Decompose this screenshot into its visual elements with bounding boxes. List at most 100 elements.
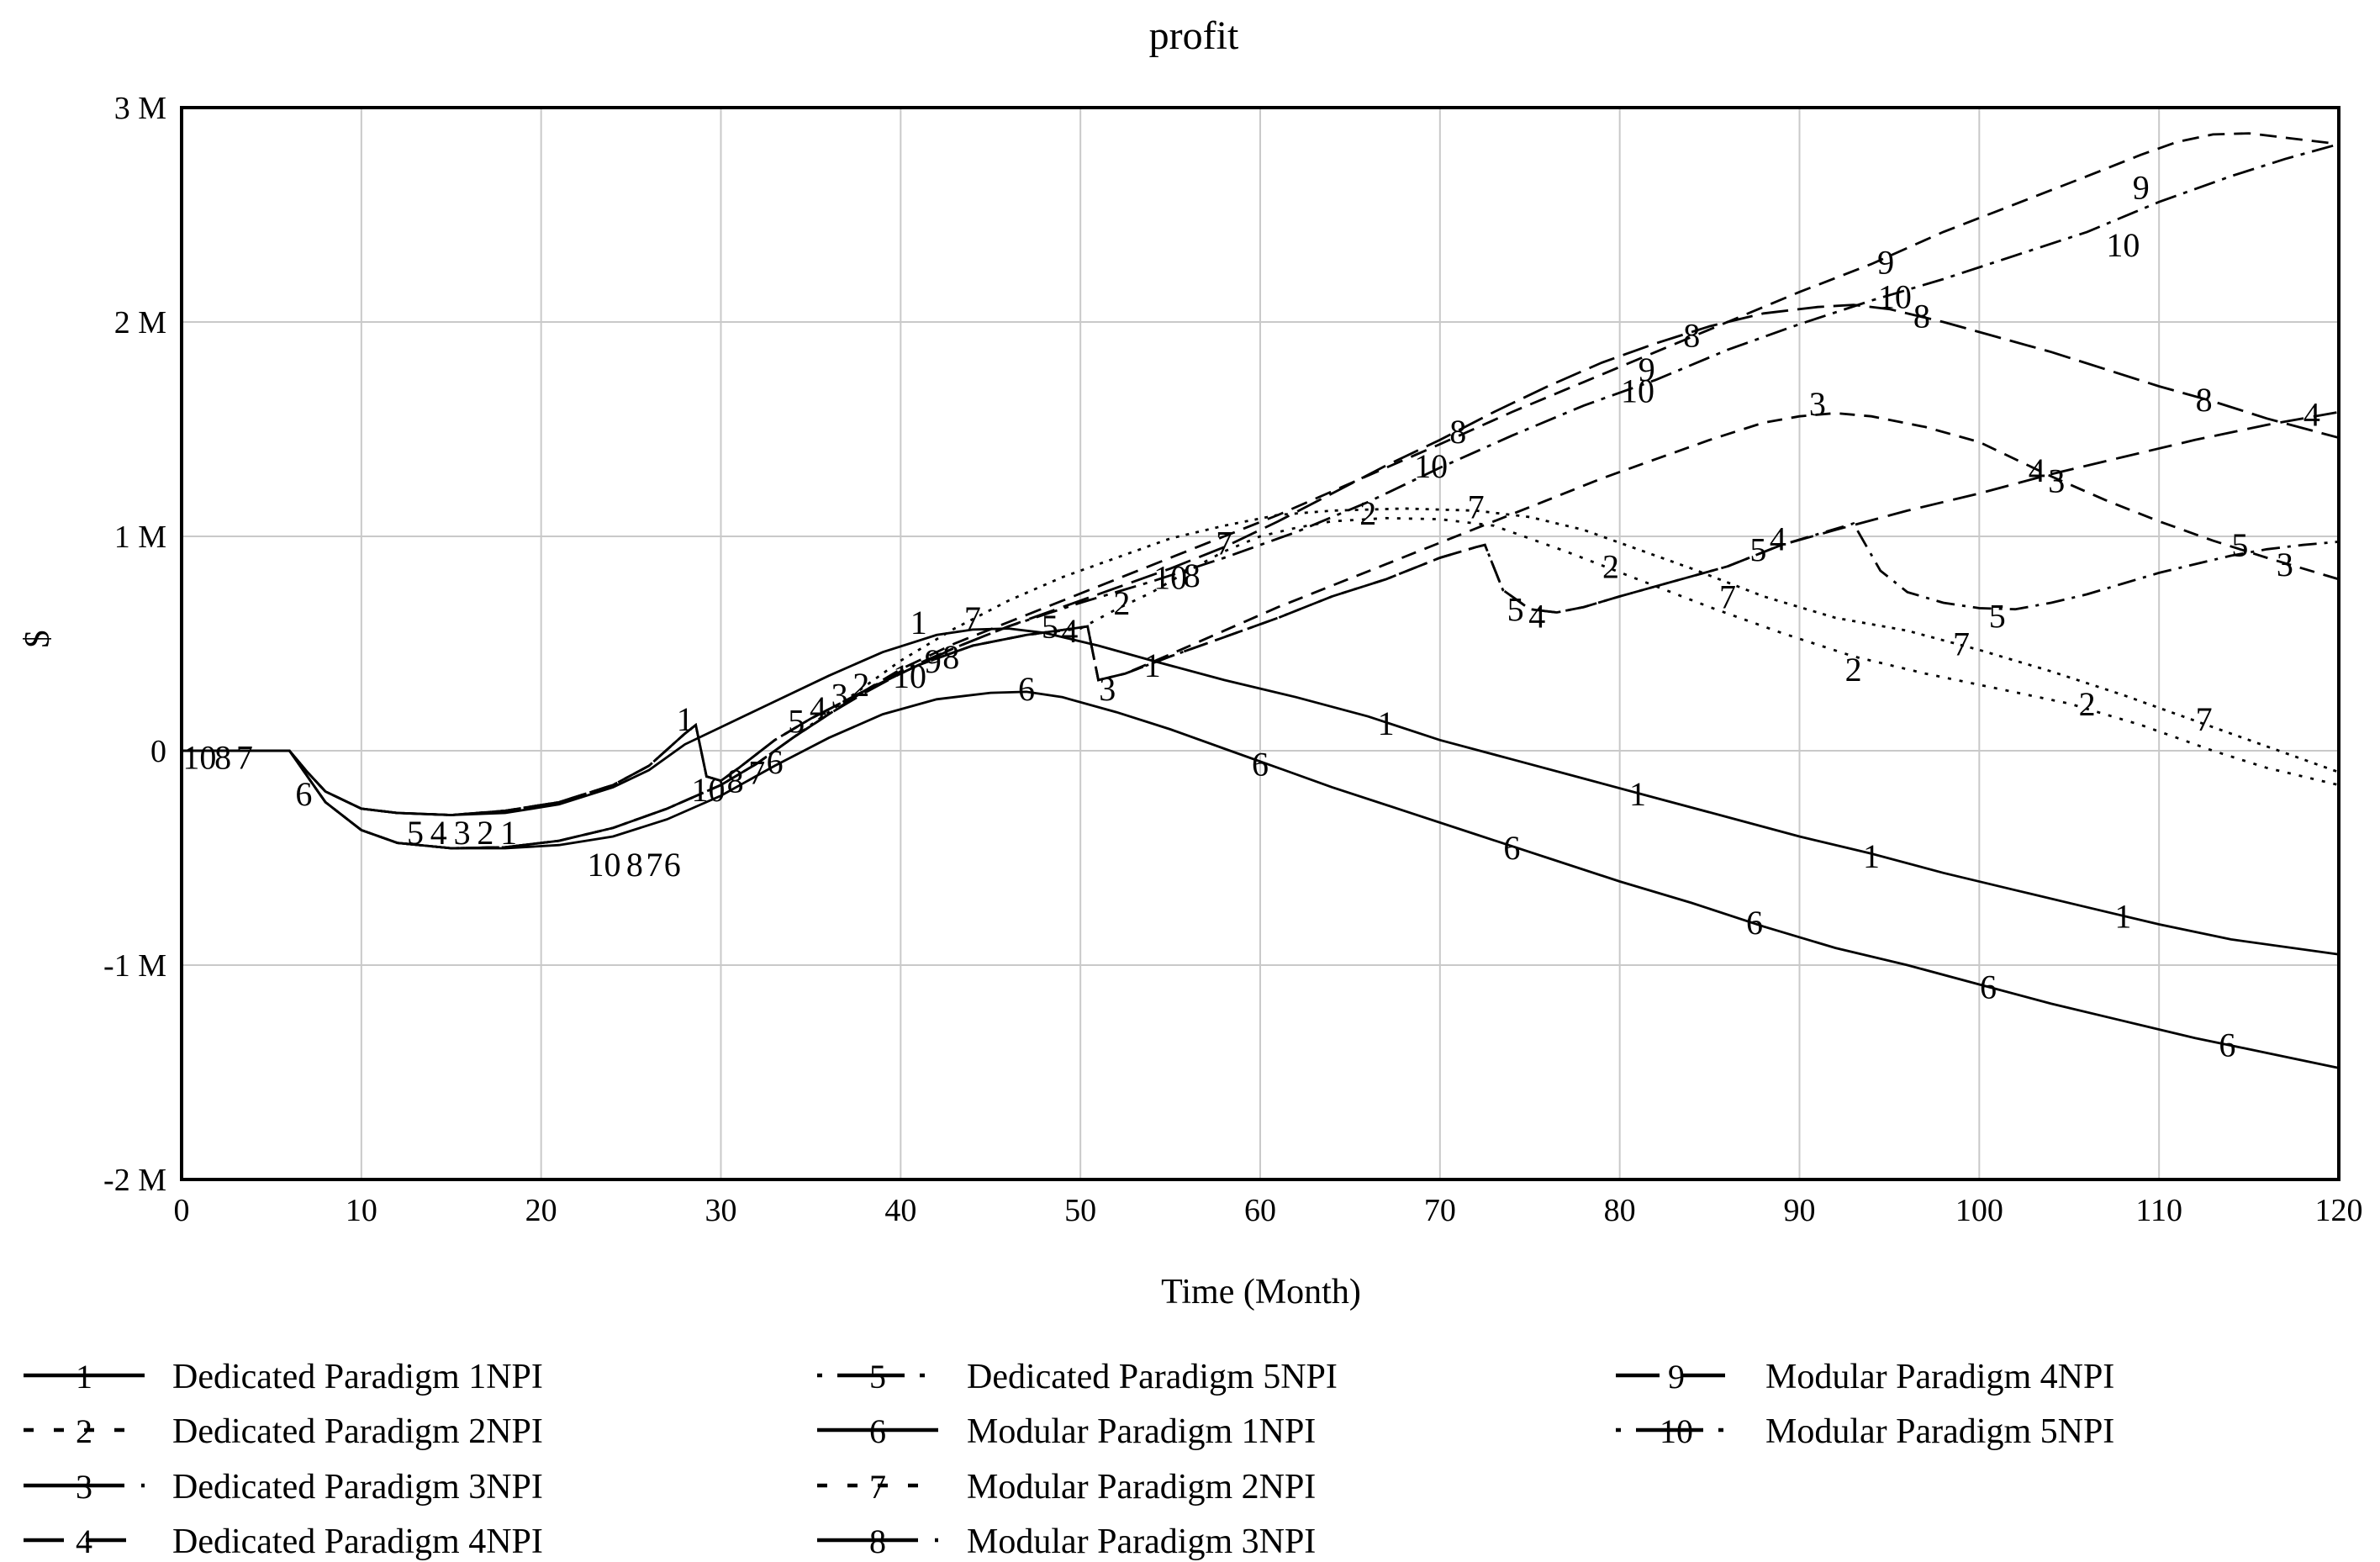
y-tick-3 M: 3 M xyxy=(114,91,166,126)
legend-item-3: 3 Dedicated Paradigm 3NPI xyxy=(24,1468,543,1507)
legend-item-6: 6 Modular Paradigm 1NPI xyxy=(817,1412,1316,1451)
series-label-2: 2 xyxy=(1113,584,1130,622)
legend-number-7: 7 xyxy=(869,1468,886,1506)
series-label-2: 2 xyxy=(2079,685,2096,723)
series-label-10: 10 xyxy=(1621,372,1654,410)
x-tick-0: 0 xyxy=(174,1193,190,1228)
series-label-7: 7 xyxy=(2196,700,2213,738)
series-label-1: 1 xyxy=(677,700,694,738)
series-label-4: 4 xyxy=(2303,396,2320,434)
series-label-1: 1 xyxy=(1863,837,1880,875)
series-label-6: 6 xyxy=(767,743,784,781)
y-tick--1 M: -1 M xyxy=(103,948,166,984)
legend-label-10: Modular Paradigm 5NPI xyxy=(1765,1412,2114,1451)
series-label-10: 10 xyxy=(1414,447,1448,485)
series-label-8: 8 xyxy=(727,763,744,800)
series-label-8: 8 xyxy=(626,846,643,884)
series-label-8: 8 xyxy=(1913,297,1930,335)
series-label-10: 10 xyxy=(1153,558,1187,596)
series-label-4: 4 xyxy=(810,689,826,727)
legend-item-7: 7 Modular Paradigm 2NPI xyxy=(817,1468,1316,1507)
series-label-8: 8 xyxy=(2196,381,2213,419)
series-label-1: 1 xyxy=(1144,646,1161,684)
series-label-3: 3 xyxy=(1099,670,1116,708)
series-label-5: 5 xyxy=(1042,608,1058,646)
gridlines xyxy=(182,108,2339,1179)
series-label-2: 2 xyxy=(1359,494,1376,532)
x-tick-20: 20 xyxy=(525,1193,557,1228)
x-tick-110: 110 xyxy=(2135,1193,2182,1228)
series-label-5: 5 xyxy=(788,702,805,740)
series-label-5: 5 xyxy=(1989,597,2006,635)
series-label-8: 8 xyxy=(942,638,959,676)
chart-title: profit xyxy=(1149,13,1239,58)
series-label-4: 4 xyxy=(430,814,447,852)
series-label-2: 2 xyxy=(1602,548,1619,586)
series-label-6: 6 xyxy=(295,775,312,813)
series-label-7: 7 xyxy=(1468,488,1485,525)
series-label-6: 6 xyxy=(1018,670,1035,708)
series-label-10: 10 xyxy=(692,771,726,809)
series-label-5: 5 xyxy=(2231,526,2248,564)
plot-border xyxy=(180,106,2340,1181)
x-axis-title: Time (Month) xyxy=(1161,1273,1361,1311)
series-label-1: 1 xyxy=(500,814,517,852)
x-tick-90: 90 xyxy=(1784,1193,1816,1228)
series-line-5 xyxy=(182,522,2340,816)
y-tick-0: 0 xyxy=(150,734,166,769)
x-tick-10: 10 xyxy=(346,1193,377,1228)
legend: 1 Dedicated Paradigm 1NPI 2 Dedicated Parad… xyxy=(24,1358,2114,1561)
legend-label-2: Dedicated Paradigm 2NPI xyxy=(172,1412,543,1451)
y-tick-2 M: 2 M xyxy=(114,305,166,340)
series-label-9: 9 xyxy=(1877,244,1894,282)
series-label-6: 6 xyxy=(664,846,681,884)
legend-label-5: Dedicated Paradigm 5NPI xyxy=(967,1358,1338,1396)
x-tick-60: 60 xyxy=(1244,1193,1276,1228)
y-axis-title: $ xyxy=(18,631,57,648)
series-label-7: 7 xyxy=(646,846,662,884)
series-label-8: 8 xyxy=(1683,316,1700,354)
series-label-7: 7 xyxy=(748,754,765,792)
legend-item-5: 5 Dedicated Paradigm 5NPI xyxy=(817,1358,1338,1396)
legend-item-10: 10 Modular Paradigm 5NPI xyxy=(1616,1412,2114,1451)
series-label-6: 6 xyxy=(2219,1026,2235,1063)
series-label-5: 5 xyxy=(407,814,424,852)
legend-label-1: Dedicated Paradigm 1NPI xyxy=(172,1358,543,1396)
series-label-8: 8 xyxy=(1449,413,1466,451)
legend-number-3: 3 xyxy=(76,1468,92,1506)
legend-number-1: 1 xyxy=(76,1358,92,1396)
series-label-4: 4 xyxy=(1770,520,1786,558)
x-tick-100: 100 xyxy=(1955,1193,2003,1228)
series-label-7: 7 xyxy=(964,599,981,637)
series-label-6: 6 xyxy=(1746,904,1763,942)
x-tick-80: 80 xyxy=(1604,1193,1636,1228)
x-tick-120: 120 xyxy=(2315,1193,2363,1228)
legend-label-8: Modular Paradigm 3NPI xyxy=(967,1522,1316,1561)
series-label-4: 4 xyxy=(1061,612,1078,650)
series-label-6: 6 xyxy=(1503,829,1520,867)
series-label-1: 1 xyxy=(2114,897,2131,935)
series-label-3: 3 xyxy=(454,814,471,852)
y-tick-1 M: 1 M xyxy=(114,520,166,555)
legend-number-5: 5 xyxy=(869,1358,886,1396)
legend-number-10: 10 xyxy=(1660,1412,1693,1450)
series-label-2: 2 xyxy=(477,814,493,852)
legend-item-4: 4 Dedicated Paradigm 4NPI xyxy=(24,1522,543,1561)
series-label-3: 3 xyxy=(2048,462,2065,500)
legend-label-9: Modular Paradigm 4NPI xyxy=(1765,1358,2114,1396)
legend-number-9: 9 xyxy=(1668,1358,1685,1396)
series-label-1: 1 xyxy=(1629,775,1646,813)
series-label-10: 10 xyxy=(2106,226,2140,264)
series-label-9: 9 xyxy=(2133,168,2150,206)
legend-number-4: 4 xyxy=(76,1522,92,1560)
legend-item-8: 8 Modular Paradigm 3NPI xyxy=(817,1522,1316,1561)
series-label-7: 7 xyxy=(1216,525,1232,562)
series-label-5: 5 xyxy=(1749,530,1766,568)
y-tick--2 M: -2 M xyxy=(103,1163,166,1198)
x-tick-40: 40 xyxy=(884,1193,916,1228)
series-label-1: 1 xyxy=(1378,704,1395,742)
series-label-9: 9 xyxy=(1639,351,1655,388)
x-tick-70: 70 xyxy=(1424,1193,1456,1228)
series-label-2: 2 xyxy=(852,666,869,704)
